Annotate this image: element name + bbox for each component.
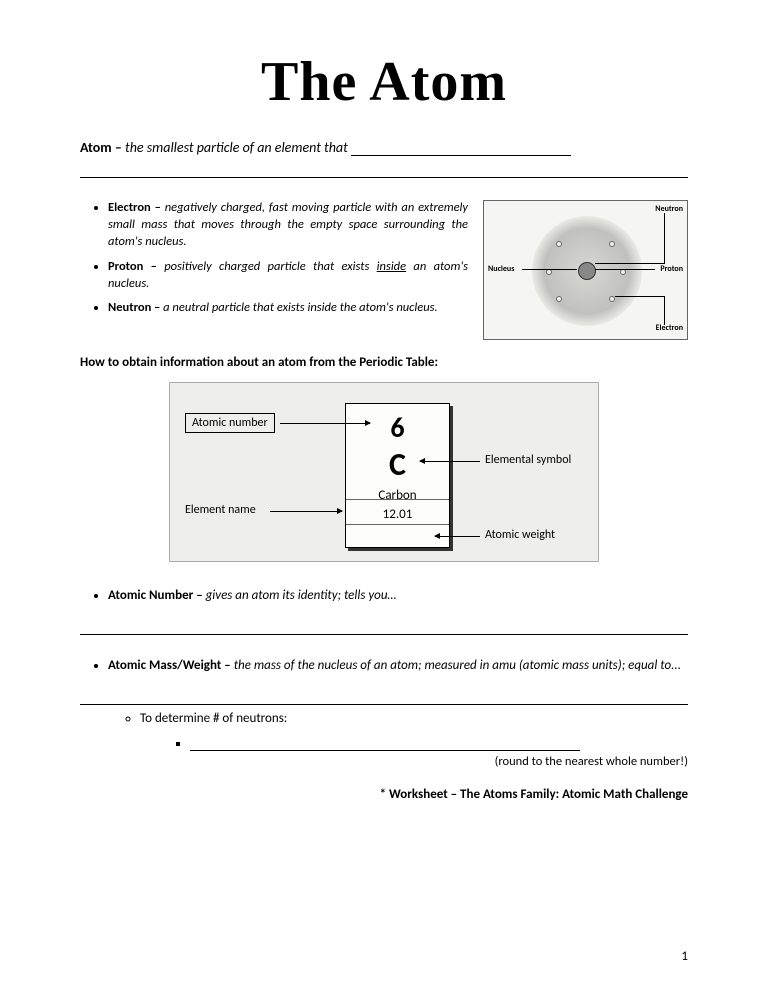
line <box>615 296 665 297</box>
element-box: 6 C Carbon 12.01 <box>345 403 450 548</box>
atomic-mass-desc: the mass of the nucleus of an atom; meas… <box>234 658 681 673</box>
electron-diagram-label: Electron <box>656 323 683 333</box>
atomic-number-heading: Atomic Number – <box>108 588 203 603</box>
atomic-number-value: 6 <box>346 404 449 445</box>
howto-heading: How to obtain information about an atom … <box>80 355 688 370</box>
neutron-label: Neutron – <box>108 300 160 315</box>
formula-sublist <box>80 736 688 751</box>
neutron-desc: a neutral particle that exists inside th… <box>163 300 438 315</box>
atom-diagram: Neutron Proton Electron Nucleus <box>483 200 688 340</box>
blank-fill <box>351 155 571 156</box>
nucleus-diagram-label: Nucleus <box>488 264 514 274</box>
proton-diagram-label: Proton <box>660 264 683 274</box>
list-item-electron: Electron – negatively charged, fast movi… <box>108 200 468 251</box>
periodic-table-diagram: 6 C Carbon 12.01 Atomic number Element n… <box>169 382 599 562</box>
formula-item <box>190 736 688 751</box>
page-number: 1 <box>681 949 688 964</box>
divider <box>346 524 449 525</box>
formula-blank <box>190 750 580 751</box>
atomic-weight-label: Atomic weight <box>485 528 555 542</box>
arrow-icon <box>420 461 480 462</box>
atomic-mass-heading: Atomic Mass/Weight – <box>108 658 231 673</box>
particles-section: Electron – negatively charged, fast movi… <box>80 200 688 340</box>
line <box>664 297 665 325</box>
element-name-value: Carbon <box>346 484 449 503</box>
arrow-icon <box>270 511 342 512</box>
proton-label: Proton – <box>108 259 157 274</box>
electron-label: Electron – <box>108 200 161 215</box>
element-name-label: Element name <box>185 503 256 517</box>
element-symbol: C <box>346 445 449 484</box>
particle-list: Electron – negatively charged, fast movi… <box>80 200 468 317</box>
electron-icon <box>556 241 562 247</box>
arrow-icon <box>435 536 480 537</box>
line <box>522 269 577 270</box>
electron-icon <box>609 241 615 247</box>
divider <box>346 499 449 500</box>
line <box>595 263 665 264</box>
page-title: The Atom <box>80 50 688 114</box>
list-item-proton: Proton – positively charged particle tha… <box>108 259 468 293</box>
atomic-number-item: Atomic Number – gives an atom its identi… <box>108 587 688 605</box>
nucleus-icon <box>578 262 596 280</box>
proton-underline: inside <box>377 259 406 274</box>
electron-desc: negatively charged, fast moving particle… <box>108 200 468 249</box>
arrow-icon <box>280 423 370 424</box>
atomic-number-desc: gives an atom its identity; tells you… <box>206 588 397 603</box>
electron-icon <box>556 296 562 302</box>
proton-desc: positively charged particle that exists … <box>108 259 468 291</box>
blank-line <box>80 619 688 635</box>
line <box>664 213 665 263</box>
elemental-symbol-label: Elemental symbol <box>485 453 571 467</box>
proton-pre: positively charged particle that exists <box>164 259 376 274</box>
blank-line <box>80 162 688 178</box>
atomic-mass-section: Atomic Mass/Weight – the mass of the nuc… <box>80 657 688 675</box>
atom-label: Atom – <box>80 139 122 156</box>
atomic-number-section: Atomic Number – gives an atom its identi… <box>80 587 688 605</box>
particles-text: Electron – negatively charged, fast movi… <box>80 200 468 340</box>
list-item-neutron: Neutron – a neutral particle that exists… <box>108 300 468 317</box>
round-note: (round to the nearest whole number!) <box>80 754 688 769</box>
neutrons-item: To determine # of neutrons: <box>140 711 688 726</box>
atomic-mass-value: 12.01 <box>346 503 449 522</box>
neutrons-sublist: To determine # of neutrons: <box>80 711 688 726</box>
atomic-mass-item: Atomic Mass/Weight – the mass of the nuc… <box>108 657 688 675</box>
atomic-number-label: Atomic number <box>185 413 275 433</box>
atom-def-text: the smallest particle of an element that <box>125 139 348 156</box>
worksheet-note: * Worksheet – The Atoms Family: Atomic M… <box>80 787 688 802</box>
line <box>595 269 655 270</box>
blank-line <box>80 689 688 705</box>
neutron-diagram-label: Neutron <box>655 204 683 214</box>
atom-definition: Atom – the smallest particle of an eleme… <box>80 139 688 156</box>
